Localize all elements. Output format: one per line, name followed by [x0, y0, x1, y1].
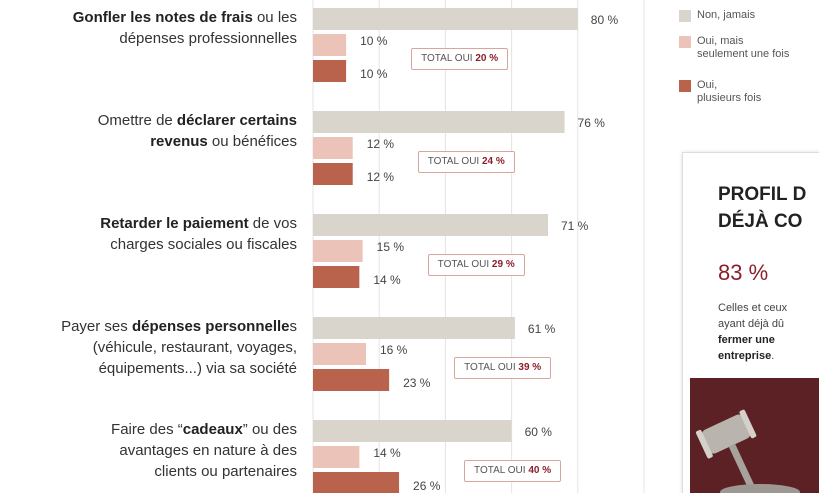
bar: [313, 60, 347, 82]
total-value: 24 %: [482, 156, 505, 167]
total-box: TOTAL OUI 39 %: [454, 357, 552, 379]
category-line: Retarder le paiement de vos: [0, 213, 297, 234]
total-value: 40 %: [528, 465, 552, 476]
category-line: (véhicule, restaurant, voyages,: [0, 337, 297, 358]
legend-label: Oui, mais seulement une fois: [697, 35, 790, 60]
total-label: TOTAL OUI: [437, 259, 490, 270]
bar: [313, 111, 565, 133]
category-text: déclarer certains: [176, 112, 297, 129]
category-line: charges sociales ou fiscales: [0, 234, 297, 255]
category-text: Retarder le paiement: [100, 215, 249, 232]
bar: [313, 34, 347, 56]
bar: [313, 163, 353, 185]
category-line: revenus ou bénéfices: [0, 131, 297, 152]
total-box: TOTAL OUI 20 %: [411, 48, 509, 70]
value-label: 61 %: [527, 322, 556, 336]
value-label: 71 %: [561, 219, 589, 233]
category-text: Payer ses: [61, 318, 132, 335]
category-text: charges sociales ou fiscales: [110, 236, 297, 253]
category-text: dépenses professionnelles: [119, 30, 297, 47]
category-line: avantages en nature à des: [0, 440, 297, 461]
total-value: 29 %: [491, 259, 515, 270]
category-text: Gonfler les notes de frais: [72, 9, 253, 26]
category-text: s: [289, 318, 298, 335]
value-label: 14 %: [373, 273, 401, 287]
total-label: TOTAL OUI: [474, 465, 526, 476]
category-line: clients ou partenaires: [0, 461, 297, 482]
card-title: PROFIL D: [718, 184, 807, 205]
legend-swatch: [679, 36, 691, 48]
total-label: TOTAL OUI: [427, 156, 480, 167]
total-label: TOTAL OUI: [421, 53, 473, 64]
total-box: TOTAL OUI 24 %: [417, 151, 515, 173]
value-label: 26 %: [413, 479, 441, 493]
category-text: ou les: [252, 9, 297, 26]
category-text: (véhicule, restaurant, voyages,: [92, 339, 297, 356]
value-label: 15 %: [376, 240, 404, 254]
bar: [313, 137, 353, 159]
card-title: DÉJÀ CO: [718, 211, 803, 232]
card-text-run: fermer une entreprise: [718, 334, 775, 362]
bar: [313, 446, 360, 468]
legend-label: Non, jamais: [697, 9, 756, 21]
category-label: Faire des “cadeaux” ou des avantages en n…: [0, 419, 297, 482]
card-stat: 83 %: [718, 260, 769, 285]
value-label: 14 %: [373, 446, 401, 460]
bar: [313, 214, 549, 236]
legend-label: Oui, plusieurs fois: [697, 79, 762, 104]
category-text: équipements...) via sa société: [98, 360, 297, 377]
bar: [313, 369, 390, 391]
category-text: cadeaux: [182, 421, 243, 438]
category-text: revenus: [150, 133, 208, 150]
category-line: Payer ses dépenses personnelles: [0, 316, 297, 337]
value-label: 76 %: [577, 116, 605, 130]
category-text: Faire des “: [111, 421, 183, 438]
total-box: TOTAL OUI 40 %: [464, 460, 562, 482]
value-label: 12 %: [366, 137, 395, 151]
category-line: dépenses professionnelles: [0, 28, 297, 49]
value-label: 12 %: [366, 170, 395, 184]
legend-swatch: [679, 80, 691, 92]
category-text: clients ou partenaires: [154, 463, 297, 480]
bar: [313, 472, 400, 493]
category-line: Gonfler les notes de frais ou les: [0, 7, 297, 28]
category-label: Payer ses dépenses personnelles (véhicule…: [0, 316, 297, 379]
bar: [313, 317, 515, 339]
value-label: 60 %: [524, 425, 552, 439]
total-value: 39 %: [518, 362, 542, 373]
value-label: 10 %: [360, 34, 388, 48]
value-label: 23 %: [403, 376, 431, 390]
bar: [313, 8, 578, 30]
value-label: 10 %: [360, 67, 388, 81]
total-value: 20 %: [475, 53, 499, 64]
category-label: Gonfler les notes de frais ou les dépense…: [0, 7, 297, 49]
category-label: Omettre de déclarer certains revenus ou b…: [0, 110, 297, 152]
category-text: dépenses personnelle: [131, 318, 290, 335]
category-text: ” ou des: [242, 421, 297, 438]
card-text-run: Celles et ceux ayant déjà dû: [718, 302, 788, 330]
card-text-run: .: [771, 350, 775, 362]
category-text: avantages en nature à des: [119, 442, 297, 459]
legend-swatch: [679, 10, 691, 22]
category-label: Retarder le paiement de vos charges socia…: [0, 213, 297, 255]
category-line: équipements...) via sa société: [0, 358, 297, 379]
bar: [313, 343, 366, 365]
bar: [313, 266, 360, 288]
value-label: 80 %: [590, 13, 619, 27]
bar: [313, 240, 363, 262]
total-box: TOTAL OUI 29 %: [427, 254, 525, 276]
card-text: Celles et ceux ayant déjà dû fermer une …: [718, 300, 818, 364]
category-text: de vos: [248, 215, 297, 232]
total-label: TOTAL OUI: [464, 362, 516, 373]
category-text: ou bénéfices: [207, 133, 297, 150]
bar: [313, 420, 512, 442]
category-line: Faire des “cadeaux” ou des: [0, 419, 297, 440]
value-label: 16 %: [379, 343, 408, 357]
category-line: Omettre de déclarer certains: [0, 110, 297, 131]
category-text: Omettre de: [97, 112, 177, 129]
